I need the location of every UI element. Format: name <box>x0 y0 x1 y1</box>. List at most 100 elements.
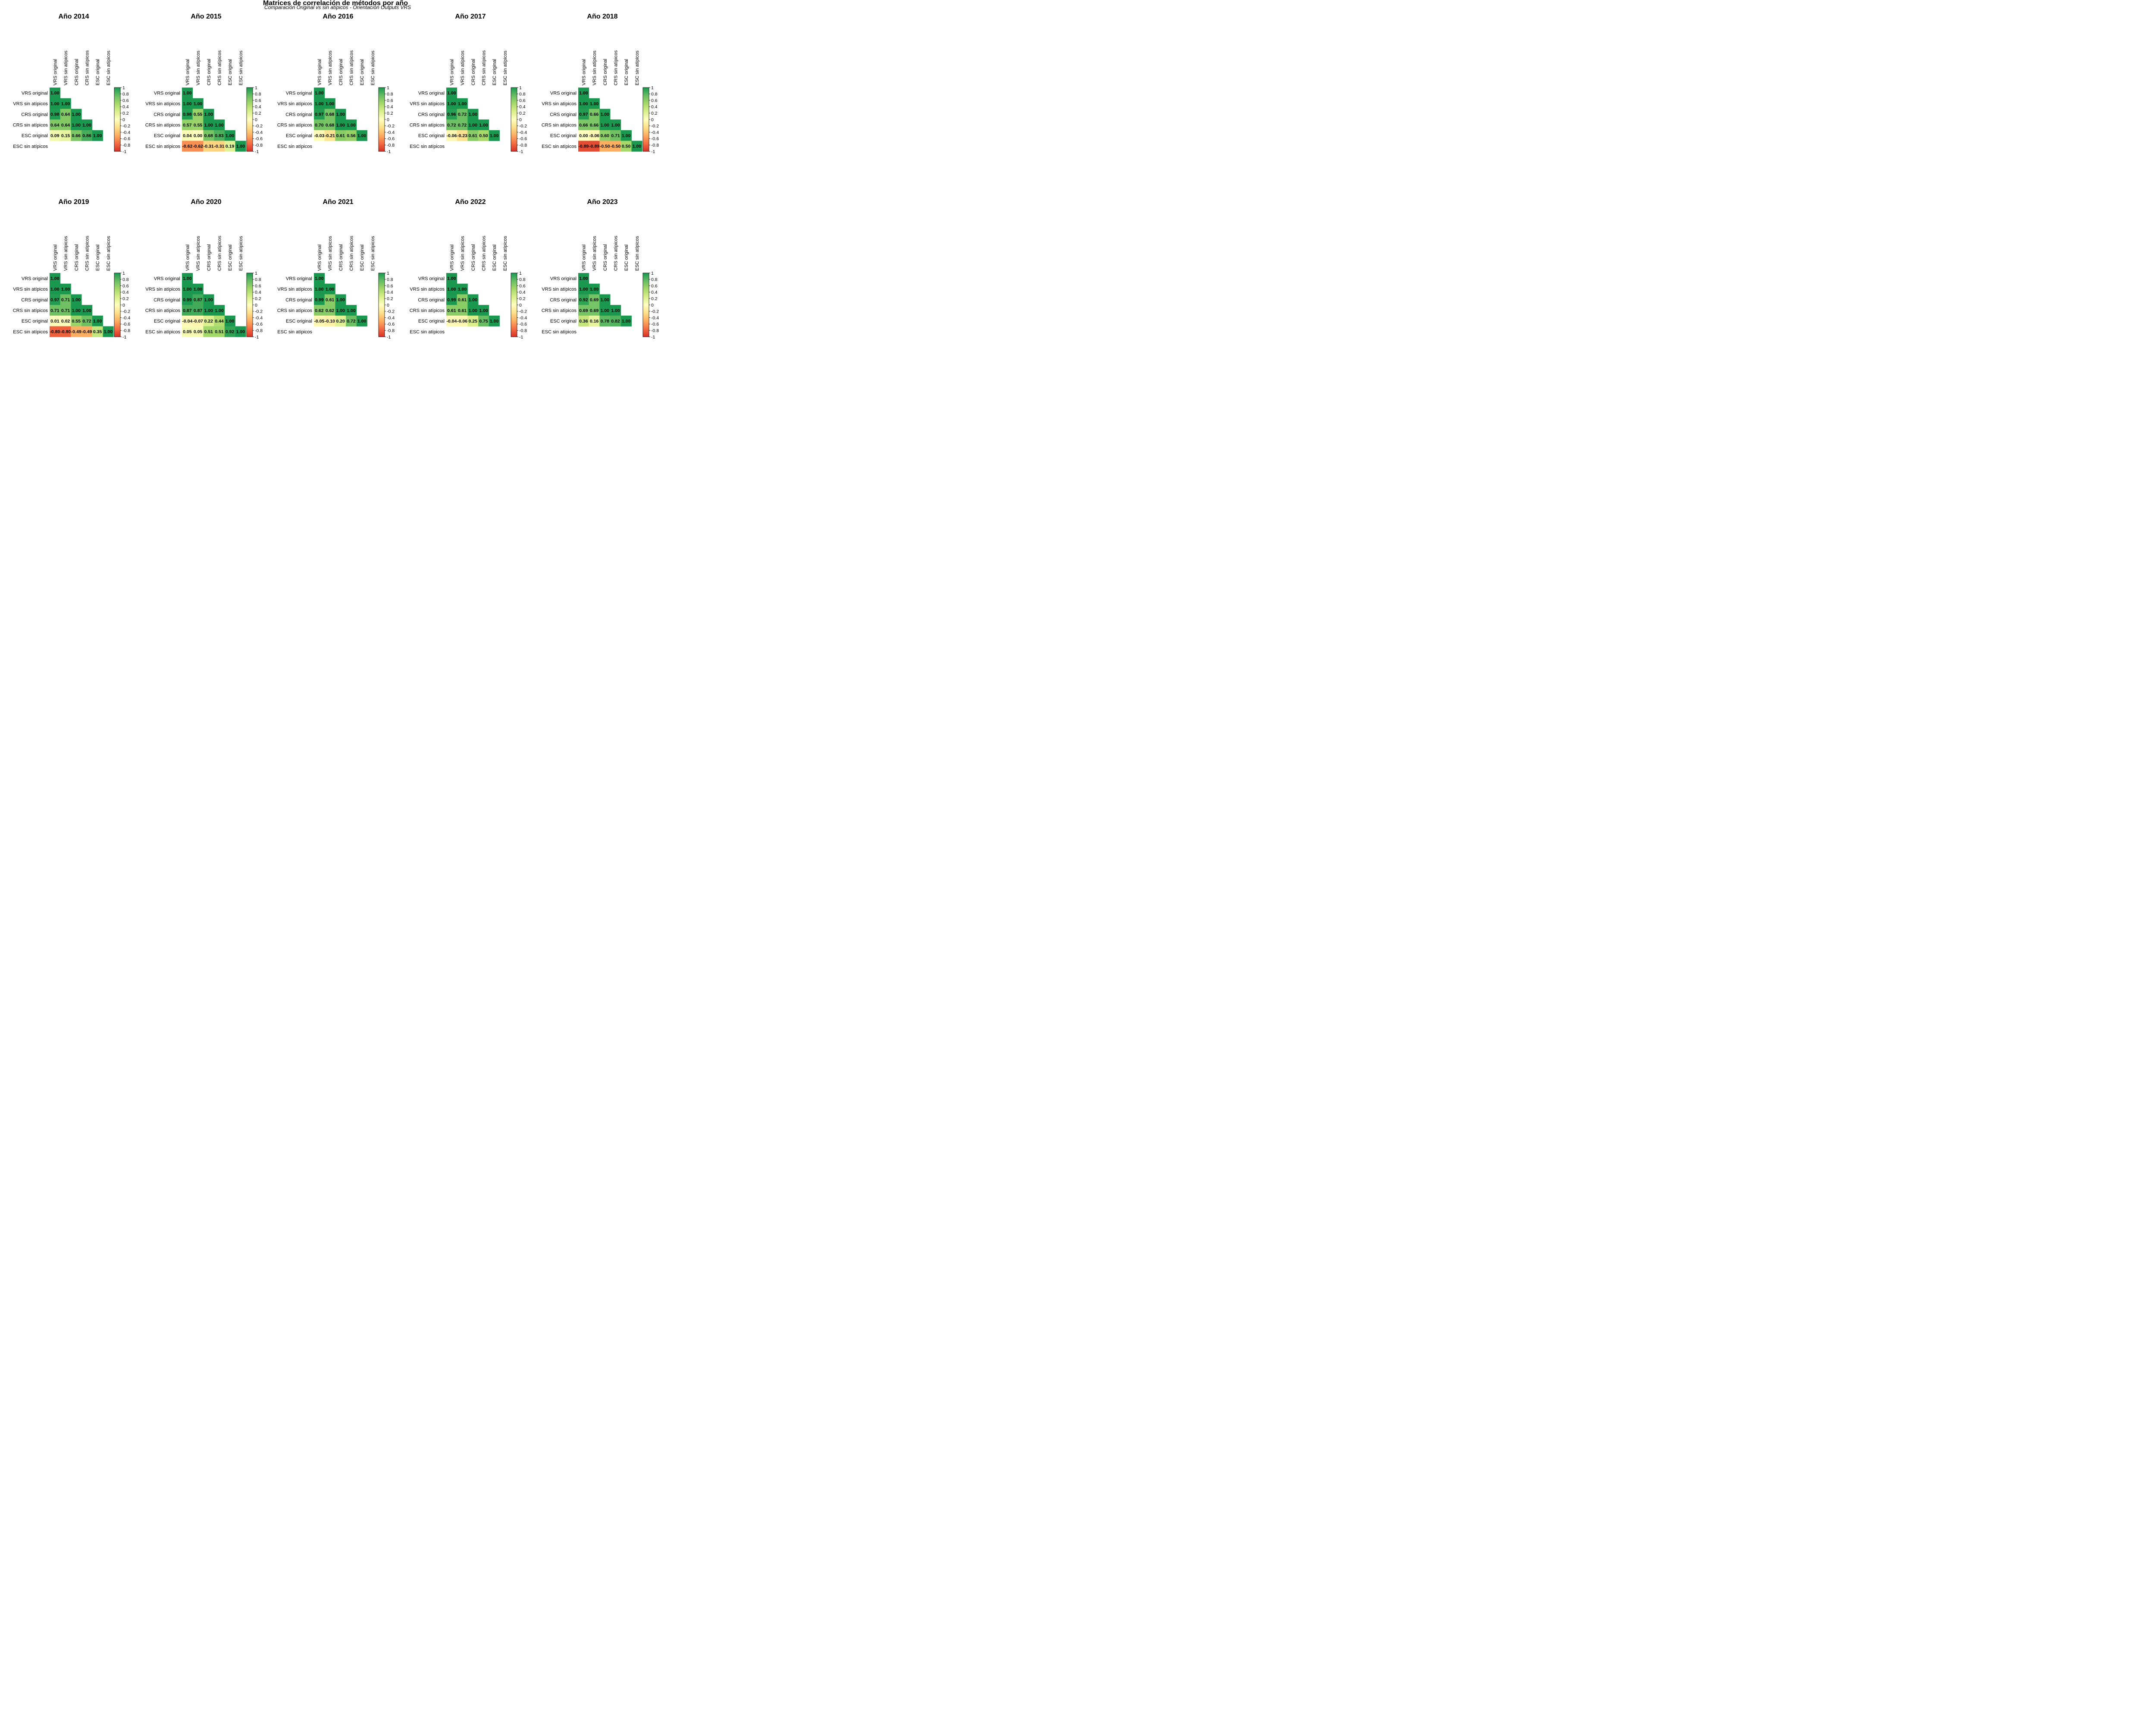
legend-tick-label: 1 <box>519 271 522 276</box>
heatmap-cell <box>631 141 642 152</box>
cell-value: 0.72 <box>458 112 467 117</box>
cell-value: -0.50 <box>600 144 610 149</box>
column-label: CRS sin atípicos <box>481 50 486 85</box>
legend-tick-label: -0.8 <box>255 143 263 148</box>
cell-value: 1.00 <box>72 112 81 117</box>
cell-value: 0.19 <box>226 144 235 149</box>
column-label: ESC original <box>95 245 100 271</box>
heatmap-cell <box>50 119 61 131</box>
heatmap-cell <box>235 326 246 337</box>
row-label: CRS sin atípicos <box>145 122 181 128</box>
legend-tick-label: 1 <box>387 85 389 91</box>
heatmap-cell <box>182 294 193 305</box>
heatmap-cell <box>60 305 71 316</box>
column-label: ESC original <box>95 59 100 85</box>
heatmap-cell <box>467 130 479 141</box>
legend-tick-label: 0.4 <box>387 290 393 295</box>
heatmap-cell <box>599 141 611 152</box>
legend-tick-label: -0.2 <box>387 124 395 129</box>
heatmap-cell <box>314 294 325 305</box>
heatmap-cell <box>192 130 204 141</box>
cell-value: 1.00 <box>50 91 60 96</box>
cell-value: 0.55 <box>194 112 203 117</box>
heatmap-cell <box>71 326 82 337</box>
cell-value: 1.00 <box>601 308 610 313</box>
cell-value: 1.00 <box>579 91 588 96</box>
column-label: ESC original <box>492 245 497 271</box>
heatmap-cell <box>578 315 589 326</box>
heatmap-cell <box>203 109 214 120</box>
cell-value: 1.00 <box>336 308 345 313</box>
heatmap-cell <box>314 305 325 316</box>
column-label: CRS original <box>207 59 212 85</box>
legend-tick-label: 0.6 <box>255 98 261 103</box>
cell-value: 1.00 <box>236 144 245 149</box>
row-label: CRS original <box>154 112 180 117</box>
cell-value: 1.00 <box>315 101 324 107</box>
cell-value: -0.06 <box>457 319 467 324</box>
column-label: ESC original <box>624 59 629 85</box>
legend-tick-label: 0.8 <box>387 92 393 97</box>
heatmap-cell <box>235 141 246 152</box>
cell-value: -0.62 <box>193 144 203 149</box>
row-label: CRS original <box>285 112 312 117</box>
row-label: CRS sin atípicos <box>277 122 313 128</box>
cell-value: 1.00 <box>50 287 60 292</box>
panels-container: Año 2014 VRS original VRS sin atípicos CRS … <box>13 13 659 340</box>
cell-value: -0.04 <box>182 319 192 324</box>
heatmap-cell <box>203 119 214 131</box>
heatmap-cell <box>182 273 193 284</box>
column-label: CRS original <box>471 244 476 271</box>
cell-value: 1.00 <box>315 287 324 292</box>
row-label: ESC original <box>286 319 312 324</box>
cell-value: 0.55 <box>72 319 81 324</box>
heatmap-cell <box>335 130 346 141</box>
heatmap-cell <box>610 315 621 326</box>
heatmap-cell <box>446 273 458 284</box>
heatmap-cell <box>324 315 335 326</box>
heatmap-cell <box>620 141 632 152</box>
heatmap-cell <box>467 119 479 131</box>
row-label: VRS sin atípicos <box>542 287 577 292</box>
row-label: ESC original <box>550 133 577 138</box>
cell-value: 0.68 <box>204 133 213 138</box>
cell-value: 0.99 <box>183 298 192 303</box>
heatmap-cell <box>60 294 71 305</box>
column-label: VRS sin atípicos <box>63 236 69 271</box>
heatmap-cell <box>60 315 71 326</box>
heatmap-cell <box>81 130 93 141</box>
heatmap-cell <box>346 119 357 131</box>
heatmap-cell <box>589 98 600 109</box>
row-label: ESC sin atípicos <box>410 144 445 149</box>
legend-tick-label: -0.2 <box>519 124 527 129</box>
panel-6: Año 2019 VRS original VRS sin atípicos CRS … <box>13 198 131 340</box>
cell-value: 0.09 <box>50 133 60 138</box>
legend-tick-label: -0.6 <box>255 322 263 327</box>
panel-title: Año 2023 <box>587 198 617 206</box>
heatmap-cell <box>578 141 589 152</box>
heatmap-cell <box>50 283 61 295</box>
legend-tick-label: 0 <box>255 117 257 122</box>
heatmap-cell <box>335 315 346 326</box>
row-label: CRS original <box>550 298 577 303</box>
column-label: CRS sin atípicos <box>613 50 618 85</box>
cell-value: 0.99 <box>315 298 324 303</box>
cell-value: 0.51 <box>204 329 213 335</box>
panel-10: Año 2023 VRS original VRS sin atípicos CRS … <box>542 198 659 340</box>
legend-tick-label: -0.8 <box>519 328 527 333</box>
cell-value: 0.92 <box>226 329 235 335</box>
heatmap-cell <box>182 315 193 326</box>
heatmap-cell <box>467 294 479 305</box>
cell-value: 0.61 <box>326 298 335 303</box>
cell-value: 1.00 <box>447 276 456 281</box>
heatmap-cell <box>489 315 500 326</box>
heatmap-cell <box>314 315 325 326</box>
legend-tick-label: -0.8 <box>255 328 263 333</box>
row-label: CRS sin atípicos <box>145 308 181 313</box>
column-label: ESC sin atípicos <box>503 50 508 85</box>
column-label: VRS original <box>317 245 322 271</box>
legend-tick-label: 1 <box>651 85 654 91</box>
heatmap-cell <box>203 326 214 337</box>
heatmap-cell <box>314 283 325 295</box>
cell-value: 0.78 <box>601 319 610 324</box>
